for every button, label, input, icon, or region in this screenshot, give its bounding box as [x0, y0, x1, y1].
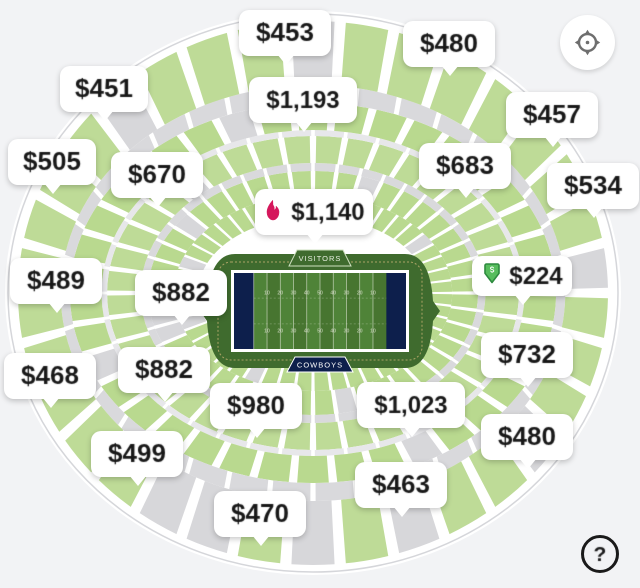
svg-text:40: 40	[304, 290, 310, 296]
svg-text:10: 10	[370, 290, 376, 296]
svg-text:20: 20	[277, 290, 283, 296]
svg-text:50: 50	[317, 290, 323, 296]
svg-text:10: 10	[264, 290, 270, 296]
svg-text:10: 10	[370, 328, 376, 334]
svg-text:20: 20	[277, 328, 283, 334]
svg-text:30: 30	[291, 328, 297, 334]
svg-text:20: 20	[357, 328, 363, 334]
svg-text:40: 40	[330, 290, 336, 296]
svg-text:50: 50	[317, 328, 323, 334]
svg-text:10: 10	[264, 328, 270, 334]
svg-text:30: 30	[344, 328, 350, 334]
svg-text:COWBOYS: COWBOYS	[297, 361, 343, 370]
svg-text:40: 40	[304, 328, 310, 334]
svg-text:VISITORS: VISITORS	[299, 254, 342, 263]
svg-text:30: 30	[291, 290, 297, 296]
svg-text:30: 30	[344, 290, 350, 296]
svg-text:40: 40	[330, 328, 336, 334]
svg-text:20: 20	[357, 290, 363, 296]
